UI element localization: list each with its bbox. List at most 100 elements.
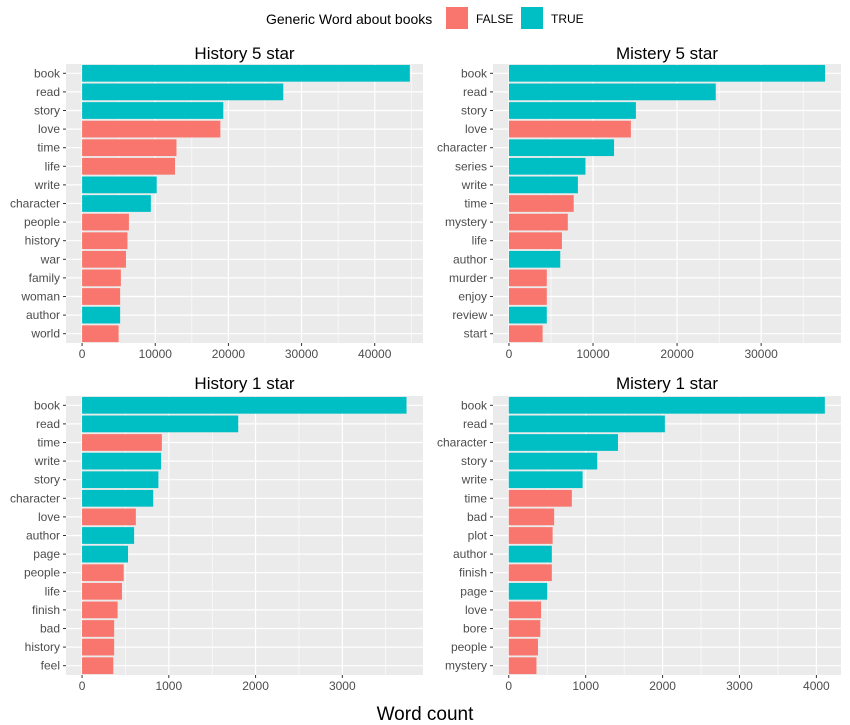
y-tick-label-book: book [34, 66, 61, 80]
panel-history-1-star: History 1 star book read time write story char… [10, 374, 423, 693]
y-tick-label-love: love [38, 510, 60, 524]
bar-write [508, 471, 583, 489]
bar-write [82, 452, 161, 470]
bar-book [508, 64, 826, 82]
bar-character [82, 195, 151, 212]
y-tick-label-character: character [437, 436, 487, 450]
legend-swatch-false [446, 7, 468, 29]
bar-story [82, 102, 224, 119]
bar-character [508, 139, 615, 157]
bar-page [82, 545, 129, 563]
legend-swatch-true [521, 7, 543, 29]
bar-character [508, 434, 618, 451]
legend-title: Generic Word about books [266, 11, 432, 27]
bar-book [82, 64, 410, 82]
bar-people [82, 564, 124, 582]
y-tick-label-bore: bore [463, 622, 487, 636]
y-tick-label-story: story [34, 473, 60, 487]
y-tick-label-family: family [29, 271, 60, 285]
y-tick-label-life: life [472, 234, 488, 248]
x-tick-label: 3000 [726, 679, 753, 693]
y-tick-label-review: review [452, 308, 487, 322]
x-tick-label: 0 [506, 347, 513, 361]
panel-mistery-5-star: Mistery 5 star book read story love character… [437, 44, 841, 361]
y-tick-label-author: author [26, 308, 60, 322]
y-tick-label-time: time [37, 436, 60, 450]
x-tick-label: 1000 [155, 679, 182, 693]
y-tick-label-plot: plot [468, 529, 488, 543]
x-tick-label: 0 [79, 347, 86, 361]
bar-author [82, 306, 121, 324]
bar-read [508, 415, 665, 433]
bar-people [508, 638, 538, 656]
y-tick-label-read: read [463, 417, 487, 431]
y-tick-label-history: history [25, 640, 60, 654]
x-tick-label: 30000 [285, 347, 319, 361]
y-tick-label-character: character [10, 197, 60, 211]
bar-love [508, 120, 631, 138]
x-tick-label: 0 [79, 679, 86, 693]
y-tick-label-author: author [453, 547, 487, 561]
bar-people [82, 213, 129, 231]
bar-author [82, 527, 135, 544]
y-tick-label-enjoy: enjoy [458, 290, 487, 304]
panel-history-5-star: History 5 star book read story love time life w… [10, 44, 423, 361]
y-tick-label-feel: feel [41, 659, 60, 673]
bar-story [508, 102, 636, 119]
bar-write [508, 176, 578, 194]
bar-story [82, 471, 159, 489]
bar-life [82, 157, 176, 175]
y-tick-label-character: character [437, 141, 487, 155]
bar-world [82, 325, 119, 343]
y-tick-label-finish: finish [32, 603, 60, 617]
bar-series [508, 157, 586, 175]
y-tick-label-write: write [34, 454, 61, 468]
y-tick-label-love: love [38, 122, 60, 136]
bar-enjoy [508, 288, 547, 305]
bar-book [508, 396, 825, 414]
bar-bad [508, 508, 555, 526]
bar-woman [82, 288, 121, 305]
bar-war [82, 250, 126, 268]
x-tick-label: 20000 [660, 347, 694, 361]
bar-bad [82, 620, 115, 637]
y-tick-label-story: story [461, 454, 487, 468]
bar-time [508, 195, 574, 212]
y-tick-label-book: book [461, 398, 488, 412]
bar-author [508, 250, 561, 268]
bar-read [508, 83, 716, 101]
y-tick-label-bad: bad [467, 510, 487, 524]
y-tick-label-love: love [465, 122, 487, 136]
y-tick-label-write: write [461, 473, 488, 487]
x-axis-label: Word count [377, 704, 475, 725]
legend-label-false: FALSE [476, 12, 513, 26]
x-tick-label: 30000 [744, 347, 778, 361]
y-tick-label-start: start [464, 327, 488, 341]
y-tick-label-people: people [24, 215, 60, 229]
y-tick-label-world: world [30, 327, 60, 341]
bar-time [508, 489, 572, 507]
x-tick-label: 3000 [329, 679, 356, 693]
panel-title: History 1 star [194, 374, 294, 393]
panel-mistery-1-star: Mistery 1 star book read character story writ… [437, 374, 841, 693]
x-tick-label: 2000 [649, 679, 676, 693]
bar-finish [508, 564, 552, 582]
y-tick-label-people: people [451, 640, 487, 654]
bar-mystery [508, 657, 537, 675]
bar-love [508, 601, 542, 619]
bar-mystery [508, 213, 568, 231]
panel-title: Mistery 1 star [616, 374, 718, 393]
legend-label-true: TRUE [551, 12, 584, 26]
bar-feel [82, 657, 114, 675]
bar-love [82, 120, 221, 138]
y-tick-label-book: book [34, 398, 61, 412]
x-tick-label: 10000 [139, 347, 173, 361]
y-tick-label-murder: murder [449, 271, 487, 285]
y-tick-label-read: read [36, 417, 60, 431]
x-tick-label: 1000 [572, 679, 599, 693]
bar-book [82, 396, 407, 414]
bar-character [82, 489, 154, 507]
y-tick-label-war: war [40, 252, 60, 266]
bar-review [508, 306, 547, 324]
x-tick-label: 20000 [212, 347, 246, 361]
